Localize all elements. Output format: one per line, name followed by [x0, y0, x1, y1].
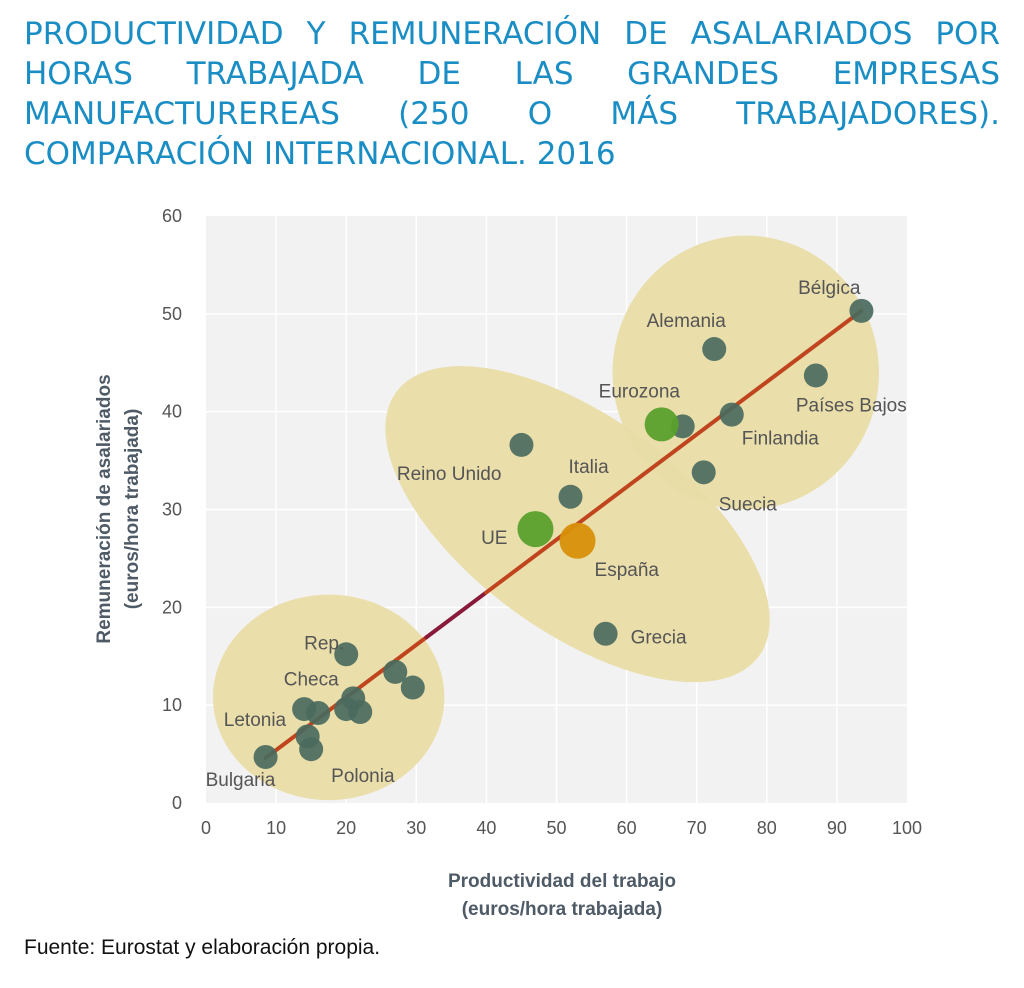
data-points — [253, 298, 874, 770]
point-label: Finlandia — [742, 429, 820, 450]
x-axis-title-line1: Productividad del trabajo — [448, 871, 676, 892]
y-tick-label: 0 — [172, 793, 182, 813]
trend-line-segment — [424, 590, 489, 640]
data-point-ue — [517, 511, 554, 548]
data-point — [558, 484, 583, 509]
data-point — [509, 432, 534, 457]
x-tick-label: 30 — [406, 818, 426, 838]
point-label: Polonia — [331, 766, 395, 787]
data-point — [719, 402, 744, 427]
point-labels: Bélgica Alemania Países Bajos Finlandia Suec… — [206, 278, 907, 791]
x-tick-label: 90 — [827, 818, 847, 838]
data-point — [299, 737, 324, 762]
x-tick-label: 0 — [201, 818, 211, 838]
y-tick-label: 30 — [162, 500, 182, 520]
data-point-eurozona — [644, 407, 679, 442]
x-tick-labels: 0 10 20 30 40 50 60 70 80 90 100 — [201, 818, 922, 838]
data-point — [691, 460, 716, 485]
y-tick-label: 20 — [162, 597, 182, 617]
point-label: Eurozona — [599, 381, 681, 402]
data-point-espana — [559, 522, 596, 559]
scatter-chart: Bélgica Alemania Países Bajos Finlandia Suec… — [94, 206, 922, 920]
y-axis-title-line1: Remuneración de asalariados — [94, 374, 115, 643]
point-label: Suecia — [719, 494, 778, 515]
data-point — [348, 700, 373, 725]
y-tick-label: 60 — [162, 206, 182, 226]
data-point — [400, 675, 425, 700]
x-tick-label: 60 — [617, 818, 637, 838]
point-label: Italia — [569, 457, 610, 478]
point-label: Rep. — [304, 633, 344, 654]
x-tick-label: 80 — [757, 818, 777, 838]
x-tick-label: 20 — [336, 818, 356, 838]
point-label: Letonia — [224, 710, 287, 731]
cluster-ellipse — [612, 235, 879, 510]
point-label: Alemania — [647, 311, 727, 332]
point-label: Checa — [284, 669, 339, 690]
trend-line-segment — [484, 308, 864, 595]
chart-title: PRODUCTIVIDAD Y REMUNERACIÓN DE ASALARIA… — [24, 16, 1000, 172]
point-label: Bélgica — [798, 278, 861, 299]
y-tick-labels: 0 10 20 30 40 50 60 — [162, 206, 182, 813]
x-tick-label: 100 — [892, 818, 922, 838]
data-point — [702, 337, 727, 362]
data-point — [253, 745, 278, 770]
x-axis-title-line2: (euros/hora trabajada) — [462, 899, 663, 920]
x-tick-label: 10 — [266, 818, 286, 838]
data-point — [803, 363, 828, 388]
point-label: Reino Unido — [397, 464, 502, 485]
point-label: Bulgaria — [206, 770, 276, 791]
x-tick-label: 40 — [476, 818, 496, 838]
point-label: España — [595, 560, 660, 581]
y-axis-title-line2: (euros/hora trabajada) — [122, 409, 143, 610]
point-label: UE — [481, 528, 507, 549]
point-label: Países Bajos — [796, 395, 907, 416]
y-tick-label: 10 — [162, 695, 182, 715]
y-tick-label: 40 — [162, 402, 182, 422]
data-point — [593, 621, 618, 646]
point-label: Grecia — [631, 628, 687, 649]
x-tick-label: 70 — [687, 818, 707, 838]
data-point — [849, 298, 874, 323]
data-point — [383, 659, 408, 684]
data-point — [334, 642, 359, 667]
x-tick-label: 50 — [546, 818, 566, 838]
data-point — [306, 700, 331, 725]
y-tick-label: 50 — [162, 304, 182, 324]
source-note: Fuente: Eurostat y elaboración propia. — [24, 936, 381, 959]
